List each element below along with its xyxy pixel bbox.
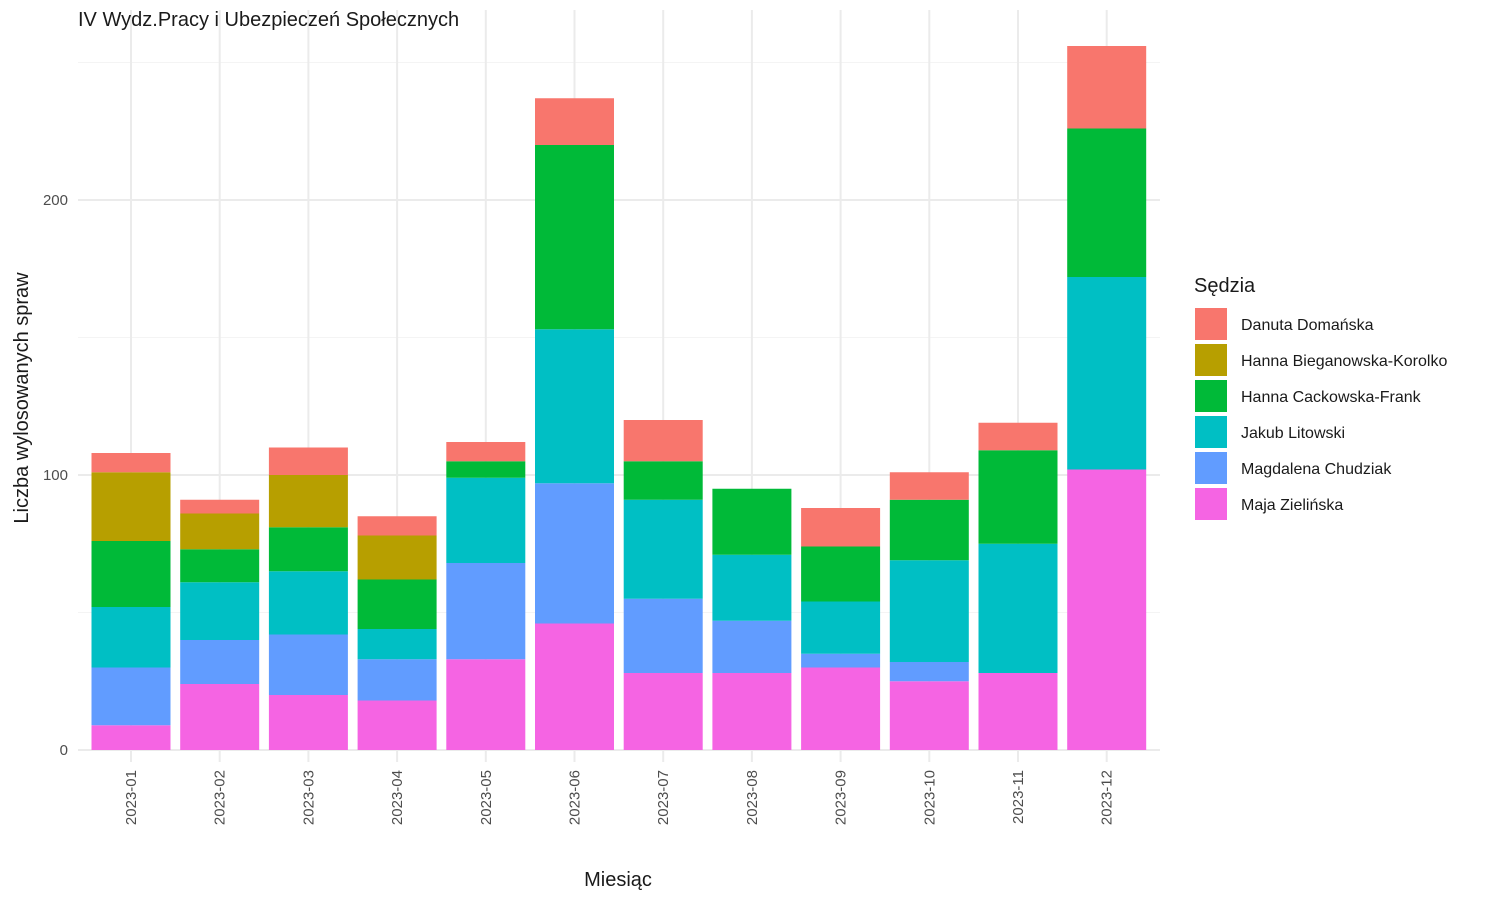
x-tick-label: 2023-06 [567,770,584,825]
bar-segment [801,653,881,668]
legend-label: Hanna Bieganowska-Korolko [1241,353,1447,370]
bar-segment [180,684,260,750]
bar-segment [268,695,348,750]
bar-segment [1067,46,1147,129]
bar-segment [1067,128,1147,277]
bar-segment [801,508,881,547]
x-tick-label: 2023-12 [1099,770,1116,825]
bar-segment [978,673,1058,750]
chart-title: IV Wydz.Pracy i Ubezpieczeń Społecznych [78,9,459,31]
bar-segment [91,453,171,473]
bar-segment [268,571,348,635]
bar-segment [91,472,171,541]
bar-segment [978,450,1058,544]
x-tick-label: 2023-03 [300,770,317,825]
x-tick-label: 2023-07 [655,770,672,825]
bar-segment [535,145,614,330]
legend-swatch [1195,416,1227,448]
bar-segment [535,623,614,750]
bar-segment [446,461,526,478]
bar-segment [446,563,526,660]
bar-segment [91,607,171,668]
bar-segment [889,560,969,662]
bar-segment [623,673,703,750]
x-tick-label: 2023-10 [921,770,938,825]
bar-segment [357,629,437,660]
y-axis-title: Liczba wylosowanych spraw [11,272,33,524]
bar-segment [268,527,348,572]
bar-segment [889,499,969,561]
bar-segment [268,475,348,528]
bar-segment [357,516,437,536]
legend-swatch [1195,488,1227,520]
x-tick-label: 2023-11 [1010,770,1027,824]
legend-label: Hanna Cackowska-Frank [1241,389,1422,406]
legend-swatch [1195,380,1227,412]
bar-segment [91,667,171,726]
bar-segment [1067,277,1147,470]
bar-segment [712,554,792,621]
bar-segment [623,499,703,599]
x-tick-label: 2023-09 [833,770,850,825]
y-tick-label: 100 [43,467,68,484]
bar-segment [446,442,526,462]
bar-segment [180,513,260,550]
y-axis-ticks: 0 100 200 [43,192,68,759]
bar-segment [268,634,348,695]
bar-segment [180,549,260,583]
legend-title: Sędzia [1194,275,1256,297]
x-tick-label: 2023-01 [123,770,140,825]
x-tick-label: 2023-05 [478,770,495,825]
bar-segment [712,673,792,750]
bar-segment [712,620,792,673]
bar-segment [712,488,792,555]
bar-segment [801,546,881,602]
bar-segment [357,579,437,629]
legend-label: Magdalena Chudziak [1241,461,1392,478]
bar-segment [535,483,614,624]
bar-segment [357,700,437,750]
legend-swatch [1195,452,1227,484]
bars [91,46,1147,750]
y-tick-label: 0 [60,742,68,759]
legend-swatch [1195,344,1227,376]
bar-segment [1067,469,1147,750]
bar-segment [978,543,1058,673]
bar-segment [357,659,437,701]
x-tick-label: 2023-04 [389,770,406,825]
bar-segment [623,461,703,500]
x-tick-label: 2023-02 [212,770,229,825]
bar-segment [889,681,969,750]
bar-segment [978,422,1058,451]
bar-segment [180,499,260,514]
bar-segment [801,667,881,750]
y-tick-label: 200 [43,192,68,209]
bar-segment [91,541,171,607]
bar-segment [91,725,171,750]
bar-segment [268,447,348,475]
bar-segment [446,659,526,750]
x-axis-ticks: 2023-01 2023-02 2023-03 2023-04 2023-05 2023-… [123,770,1116,825]
bar-segment [889,662,969,682]
bar-segment [623,598,703,673]
legend-items: Danuta Domańska Hanna Bieganowska-Korolko… [1195,308,1447,520]
bar-segment [357,535,437,580]
bar-segment [623,420,703,462]
legend-swatch [1195,308,1227,340]
legend-label: Jakub Litowski [1241,425,1345,442]
legend-label: Danuta Domańska [1241,317,1374,334]
bar-segment [180,582,260,640]
bar-segment [180,640,260,684]
x-axis-title: Miesiąc [584,869,652,891]
bar-segment [446,477,526,563]
bar-segment [801,601,881,654]
x-tick-label: 2023-08 [744,770,761,825]
bar-segment [535,98,614,145]
bar-segment [535,329,614,484]
legend: Sędzia Danuta Domańska Hanna Bieganowska-… [1194,275,1447,520]
bar-segment [889,472,969,500]
legend-label: Maja Zielińska [1241,497,1343,514]
